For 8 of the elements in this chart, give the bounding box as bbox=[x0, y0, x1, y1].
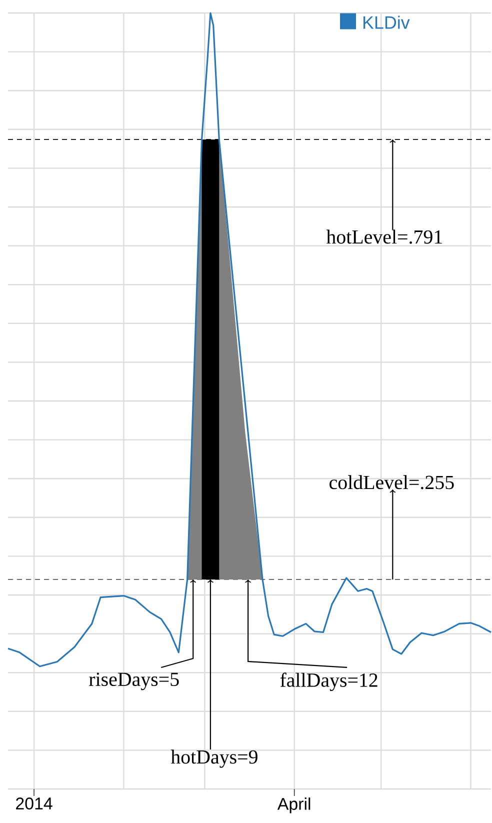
x-tick-label: April bbox=[278, 798, 310, 814]
annotation: hotDays=9 bbox=[170, 750, 258, 768]
annotation: riseDays=5 bbox=[89, 672, 179, 690]
annotation: coldLevel=.255 bbox=[330, 475, 454, 490]
annotation: fallDays=12 bbox=[280, 672, 378, 692]
annotation: hotLevel=.791 bbox=[326, 230, 442, 244]
legend-label: KLDiv bbox=[364, 16, 410, 29]
x-tick-label: 2014 bbox=[16, 798, 52, 810]
